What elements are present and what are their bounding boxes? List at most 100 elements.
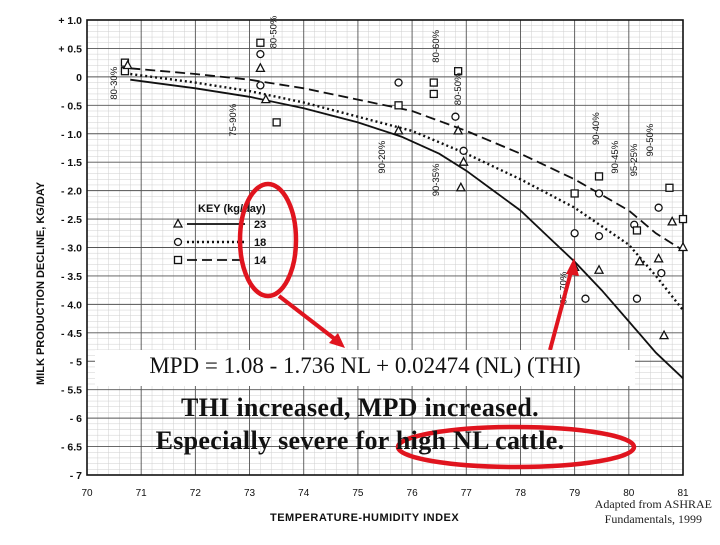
data-point-triangle (453, 125, 464, 135)
data-point-circle (657, 268, 666, 278)
data-point-square (272, 118, 281, 127)
data-point-circle (594, 231, 604, 241)
data-point-square (594, 172, 604, 181)
credit-line-1: Adapted from ASHRAE (594, 497, 712, 511)
data-point-triangle (122, 59, 133, 70)
data-point-square (665, 183, 674, 192)
data-point-triangle (634, 255, 645, 266)
x-tick-label: 71 (136, 488, 148, 499)
data-point-triangle (593, 264, 605, 274)
point-annotation: 75-90% (228, 103, 239, 136)
data-point-circle (394, 78, 403, 87)
point-annotation: 90-40% (591, 112, 602, 145)
x-tick-label: 74 (298, 488, 310, 499)
y-tick-label: 0 (76, 72, 82, 84)
series-curves (130, 67, 684, 379)
y-tick-label: - 5 (70, 356, 82, 368)
data-point-circle (581, 294, 590, 303)
legend-label: 14 (254, 255, 267, 267)
y-tick-label: - 5.5 (61, 385, 82, 397)
point-annotation: 90-45% (610, 140, 621, 173)
point-annotation: 80-60% (431, 29, 442, 62)
highlight-oval-legend (237, 181, 299, 299)
y-tick-label: + 1.0 (58, 15, 82, 27)
y-tick-label: + 0.5 (58, 43, 82, 55)
x-tick-label: 79 (569, 488, 581, 499)
series-line-circle (130, 72, 684, 311)
x-tick-label: 75 (352, 488, 364, 499)
y-tick-label: - 7 (70, 470, 82, 482)
y-tick-label: - 2.0 (61, 186, 82, 198)
y-tick-label: - 3.5 (61, 271, 82, 283)
arrowhead-curve (566, 258, 579, 276)
highlight-markup (237, 181, 637, 470)
arrow-to-equation (277, 294, 342, 345)
point-annotations: 80-30% 75-90% 80-50% 80-60% 80-50% 90-20% 90-3… (109, 15, 656, 304)
data-point-square (173, 255, 183, 265)
data-point-circle (570, 229, 579, 238)
arrow-to-curve (548, 267, 574, 351)
point-annotation: 90-35% (431, 163, 442, 196)
data-point-triangle (260, 93, 271, 104)
conclusion-line-1: THI increased, MPD increased. (181, 393, 539, 422)
data-point-triangle (458, 156, 469, 166)
data-point-circle (173, 237, 183, 247)
source-credit: Adapted from ASHRAE Fundamentals, 1999 (594, 497, 712, 527)
legend-title: KEY (kg/day) (198, 203, 266, 215)
legend: KEY (kg/day) 23 18 14 (172, 203, 267, 267)
y-tick-label: - 4.5 (61, 328, 82, 340)
regression-equation: MPD = 1.08 - 1.736 NL + 0.02474 (NL) (TH… (149, 353, 581, 378)
data-point-square (678, 214, 688, 224)
x-tick-label: 77 (461, 488, 473, 499)
series-line-square (130, 67, 684, 252)
data-point-triangle (172, 218, 184, 228)
data-point-triangle (455, 181, 466, 192)
legend-label: 23 (254, 219, 266, 231)
x-tick-label: 73 (244, 488, 256, 499)
data-point-square (429, 89, 438, 99)
point-annotation: 90-50% (645, 123, 656, 156)
y-tick-label: - 6 (70, 413, 82, 425)
x-tick-label: 78 (515, 488, 527, 499)
x-tick-label: 80 (623, 488, 635, 499)
arrowhead-equation (329, 333, 345, 348)
y-tick-label: - 4.0 (61, 299, 82, 311)
y-tick-label: - 6.5 (61, 442, 82, 454)
data-point-triangle (677, 241, 689, 252)
x-tick-label: 76 (407, 488, 419, 499)
axes: + 1.0 + 0.5 0 - 0.5 - 1.0 - 1.5 - 2.0 - 2.5 - 3.… (58, 15, 689, 499)
credit-line-2: Fundamentals, 1999 (604, 512, 702, 526)
point-annotation: 80-50% (453, 72, 464, 105)
x-axis-label: TEMPERATURE-HUMIDITY INDEX (270, 512, 459, 524)
data-point-square (256, 38, 265, 47)
data-point-triangle (393, 125, 404, 135)
data-point-circle (451, 112, 460, 121)
equation-background (95, 350, 635, 386)
point-annotation: 95-25% (629, 143, 640, 176)
data-point-square (394, 101, 403, 110)
data-point-square (570, 189, 579, 198)
data-point-square (429, 78, 438, 87)
legend-label: 18 (254, 237, 266, 249)
data-point-triangle (255, 62, 266, 72)
y-tick-label: - 3.0 (61, 243, 82, 255)
data-point-square (632, 226, 642, 235)
data-point-circle (256, 49, 265, 59)
data-point-circle (256, 81, 265, 90)
data-point-circle (632, 294, 642, 303)
series-line-triangle (130, 78, 684, 379)
x-tick-label: 72 (190, 488, 202, 499)
y-tick-label: - 0.5 (61, 100, 82, 112)
data-point-circle (594, 189, 604, 198)
data-point-circle (459, 146, 468, 155)
y-axis-label: MILK PRODUCTION DECLINE, KG/DAY (35, 181, 47, 385)
data-point-triangle (653, 252, 664, 263)
point-annotation: 90-20% (377, 140, 388, 173)
conclusion-line-2: Especially severe for high NL cattle. (155, 426, 565, 455)
data-point-triangle (667, 216, 678, 226)
highlight-oval-high-nl (395, 424, 637, 470)
data-point-square (453, 67, 463, 76)
x-tick-label: 81 (677, 488, 689, 499)
